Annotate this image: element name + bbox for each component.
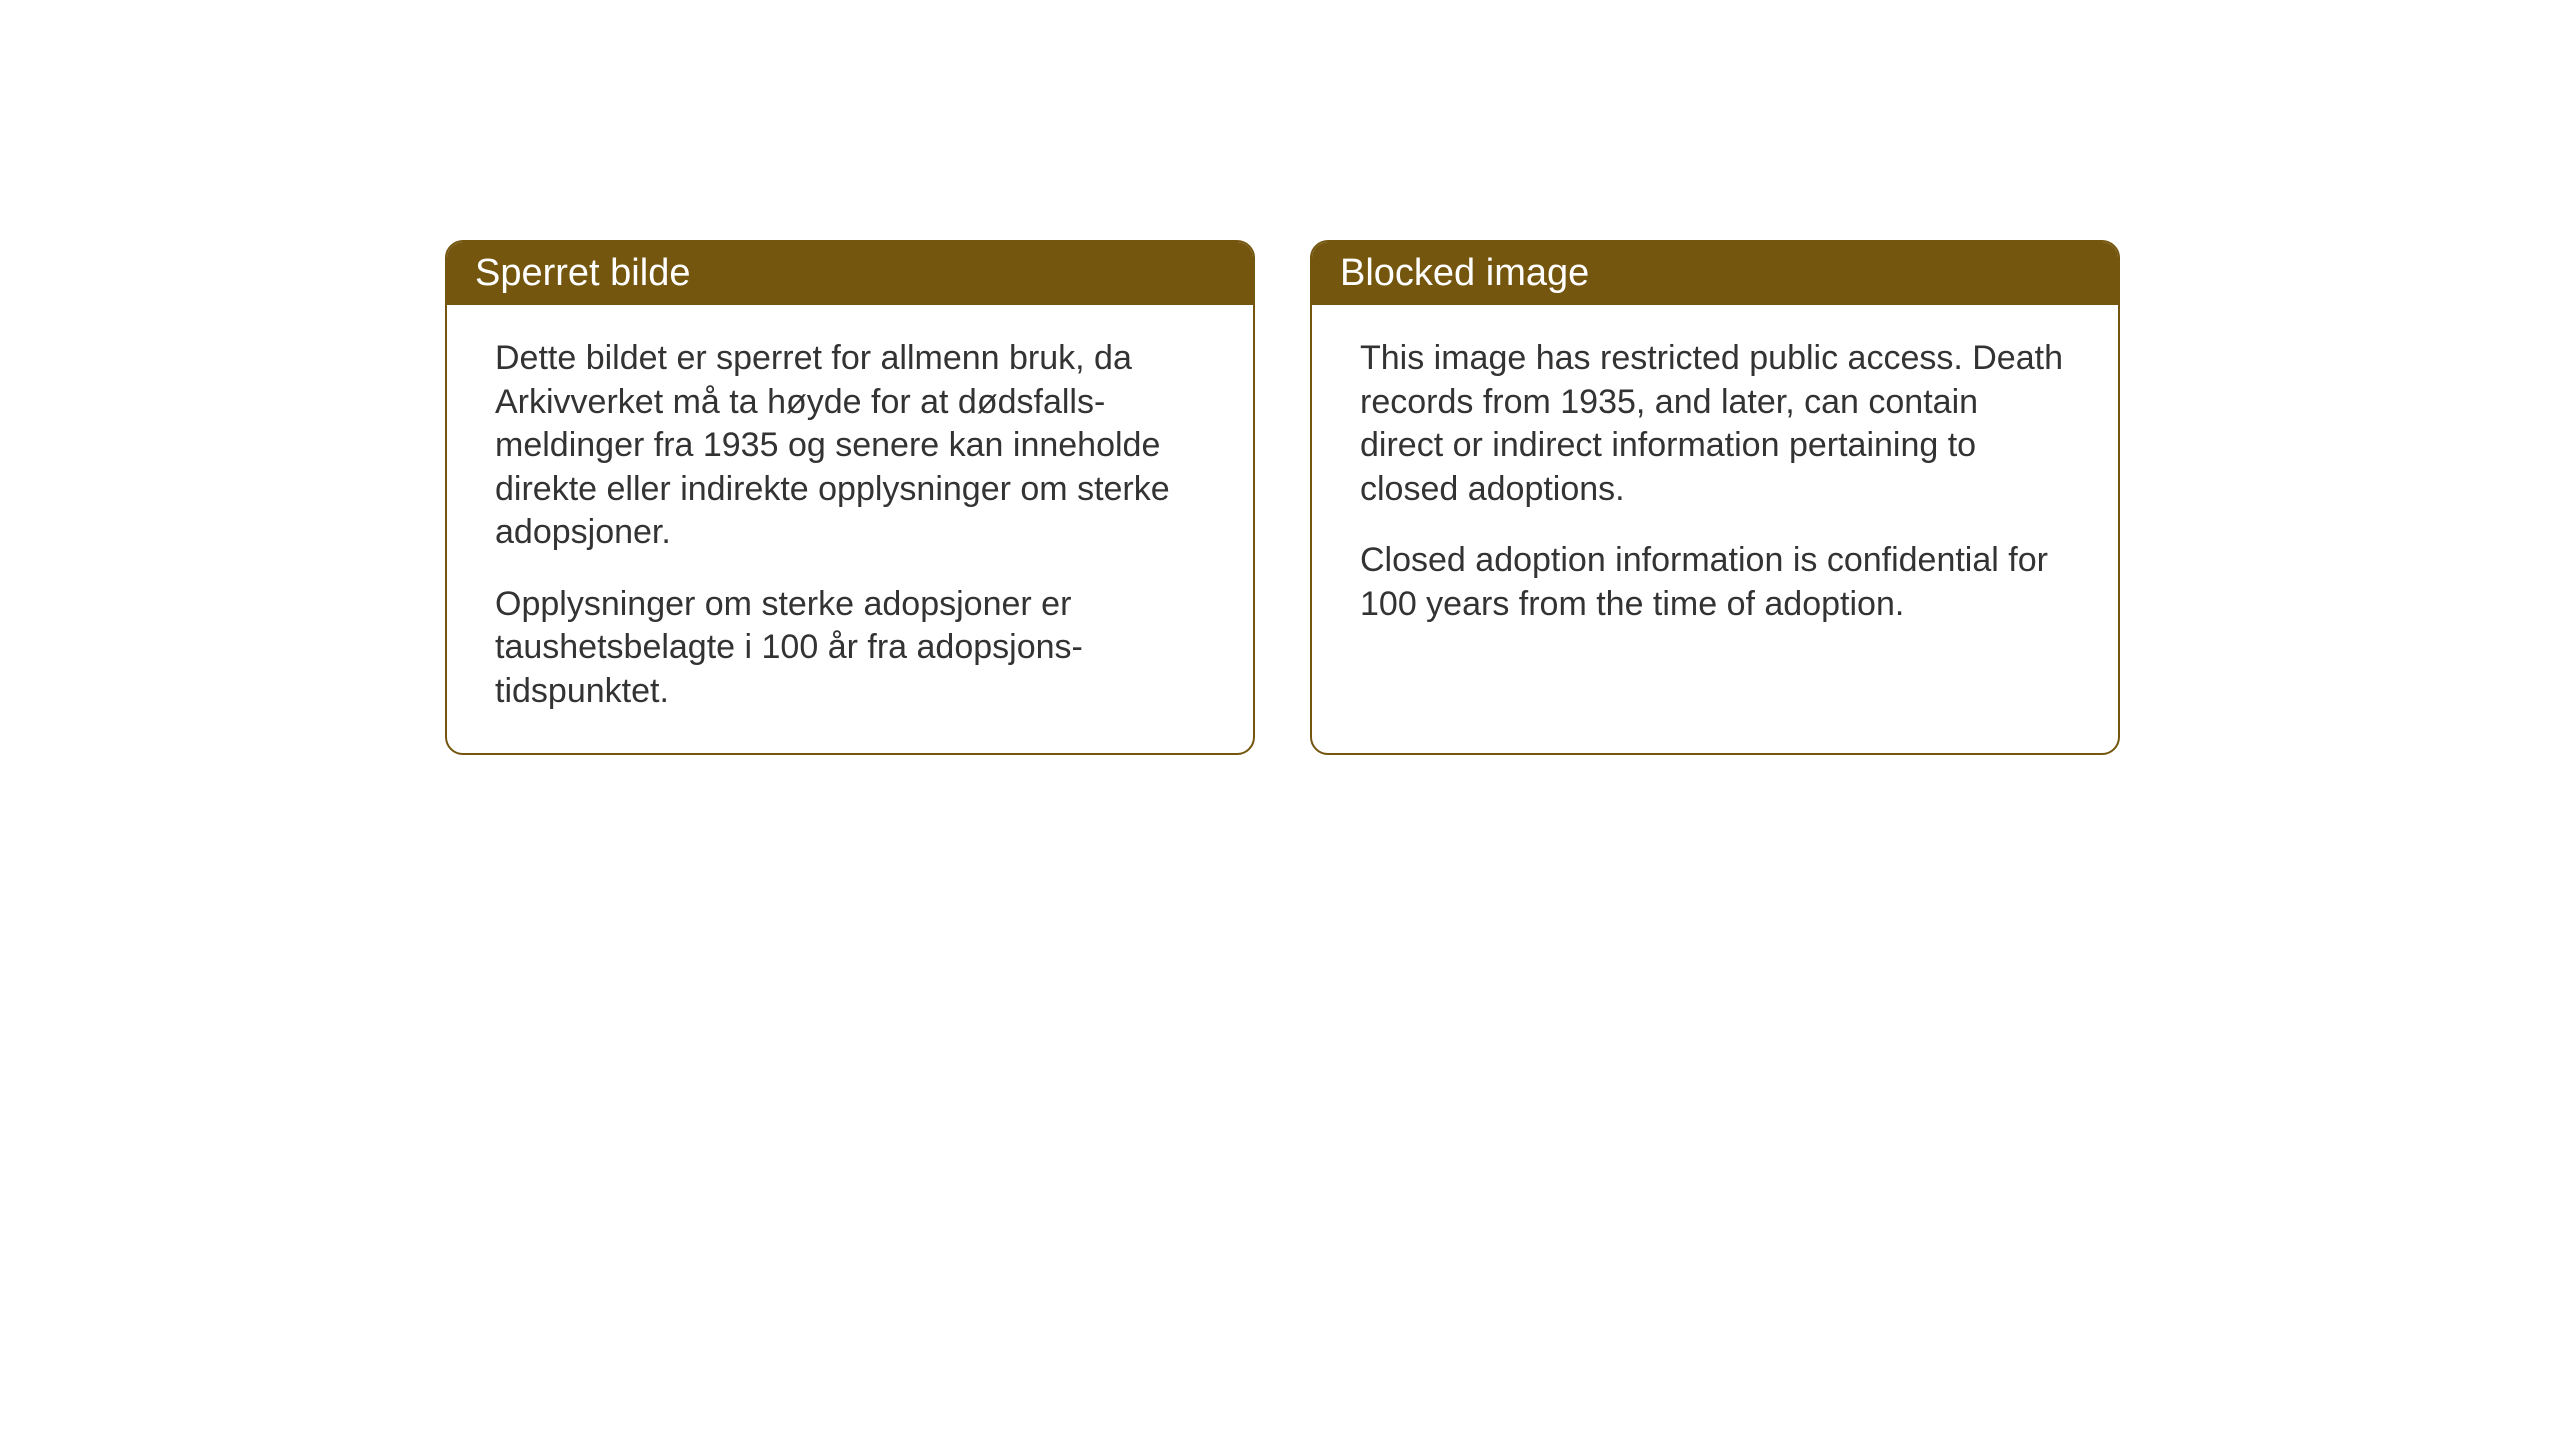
card-paragraph-2-norwegian: Opplysninger om sterke adopsjoner er tau…: [495, 583, 1205, 714]
card-body-english: This image has restricted public access.…: [1312, 305, 2118, 666]
card-title-english: Blocked image: [1340, 252, 1589, 294]
card-header-english: Blocked image: [1312, 242, 2118, 305]
card-norwegian: Sperret bilde Dette bildet er sperret fo…: [445, 240, 1255, 755]
card-english: Blocked image This image has restricted …: [1310, 240, 2120, 755]
card-title-norwegian: Sperret bilde: [475, 252, 690, 294]
card-paragraph-1-english: This image has restricted public access.…: [1360, 337, 2070, 511]
card-paragraph-1-norwegian: Dette bildet er sperret for allmenn bruk…: [495, 337, 1205, 555]
card-body-norwegian: Dette bildet er sperret for allmenn bruk…: [447, 305, 1253, 753]
card-header-norwegian: Sperret bilde: [447, 242, 1253, 305]
cards-container: Sperret bilde Dette bildet er sperret fo…: [445, 240, 2120, 755]
card-paragraph-2-english: Closed adoption information is confident…: [1360, 539, 2070, 626]
